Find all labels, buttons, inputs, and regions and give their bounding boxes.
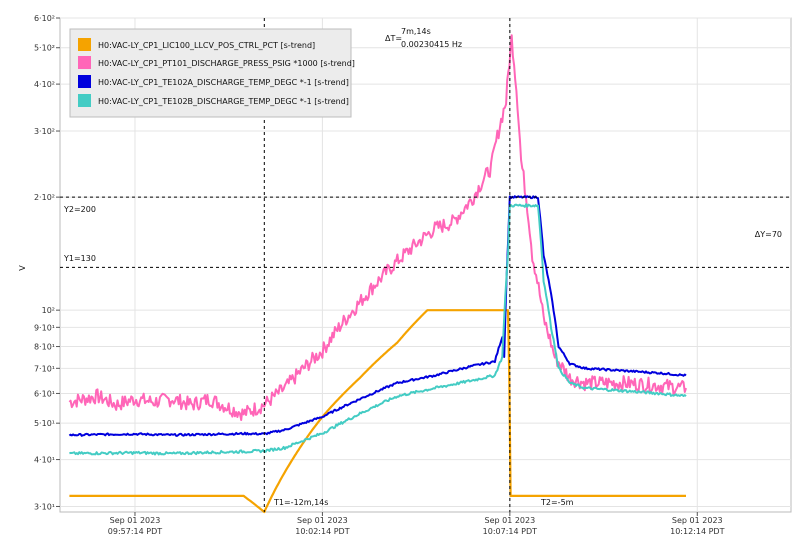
cursor-y2-label: Y2=200: [63, 205, 96, 214]
series-line-press: [68, 34, 687, 421]
cursor-y1-label: Y1=130: [63, 254, 96, 263]
legend-entry-valve: H0:VAC-LY_CP1_LIC100_LLCV_POS_CTRL_PCT […: [98, 41, 315, 50]
y-tick-label: 3·10²: [34, 127, 55, 136]
cursor-dt-label: ΔT=: [385, 34, 402, 43]
legend-box: [69, 28, 352, 118]
y-tick-label: 6·10²: [34, 14, 55, 23]
y-tick-label: 5·10²: [34, 44, 55, 53]
y-tick-label: 3·10¹: [34, 502, 55, 511]
y-tick-label: 9·10¹: [34, 323, 55, 332]
cursor-dt-value: 7m,14s: [401, 27, 431, 36]
x-tick-time: 09:57:14 PDT: [108, 527, 162, 536]
cursor-lines: [60, 18, 791, 512]
legend-entry-tempA: H0:VAC-LY_CP1_TE102A_DISCHARGE_TEMP_DEGC…: [98, 78, 349, 87]
y-tick-label: 4·10²: [34, 80, 55, 89]
x-tick-date: Sep 01 2023: [484, 516, 535, 525]
legend-swatch-valve: [78, 38, 91, 51]
y-tick-label: 7·10¹: [34, 364, 55, 373]
x-tick-date: Sep 01 2023: [110, 516, 161, 525]
cursor-dy-label: ΔY=70: [755, 230, 782, 239]
y-tick-label: 6·10¹: [34, 389, 55, 398]
y-tick-label: 4·10¹: [34, 456, 55, 465]
cursor-dt-frequency: 0.00230415 Hz: [401, 40, 462, 49]
y-tick-label: 5·10¹: [34, 419, 55, 428]
y-tick-label: 2·10²: [34, 193, 55, 202]
series-line-valve: [69, 309, 686, 514]
y-tick-label: 8·10¹: [34, 343, 55, 352]
series-line-tempA: [68, 195, 687, 437]
x-tick-time: 10:02:14 PDT: [295, 527, 349, 536]
series-line-tempB: [69, 203, 687, 456]
y-axis-label: V: [18, 265, 27, 271]
cursor-t2-label: T2=-5m: [540, 498, 574, 507]
cursor-t1-label: T1=-12m,14s: [273, 498, 328, 507]
series-lines: [68, 34, 687, 514]
x-tick-date: Sep 01 2023: [297, 516, 348, 525]
x-tick-date: Sep 01 2023: [672, 516, 723, 525]
y-axis-ticks: 3·10¹ 4·10¹ 5·10¹ 6·10¹ 7·10¹ 8·10¹ 9·10¹ 10² 2·…: [34, 14, 60, 511]
x-tick-time: 10:12:14 PDT: [670, 527, 724, 536]
x-tick-time: 10:07:14 PDT: [483, 527, 537, 536]
legend-entry-press: H0:VAC-LY_CP1_PT101_DISCHARGE_PRESS_PSIG…: [98, 59, 355, 68]
legend-entry-tempB: H0:VAC-LY_CP1_TE102B_DISCHARGE_TEMP_DEGC…: [98, 97, 349, 106]
legend-swatch-tempB: [78, 94, 91, 107]
y-tick-label: 10²: [42, 306, 55, 315]
legend-swatch-tempA: [78, 75, 91, 88]
x-axis-ticks: Sep 01 2023 09:57:14 PDT Sep 01 2023 10:02:…: [108, 512, 725, 536]
legend-swatch-press: [78, 56, 91, 69]
legend: H0:VAC-LY_CP1_LIC100_LLCV_POS_CTRL_PCT […: [69, 28, 355, 118]
